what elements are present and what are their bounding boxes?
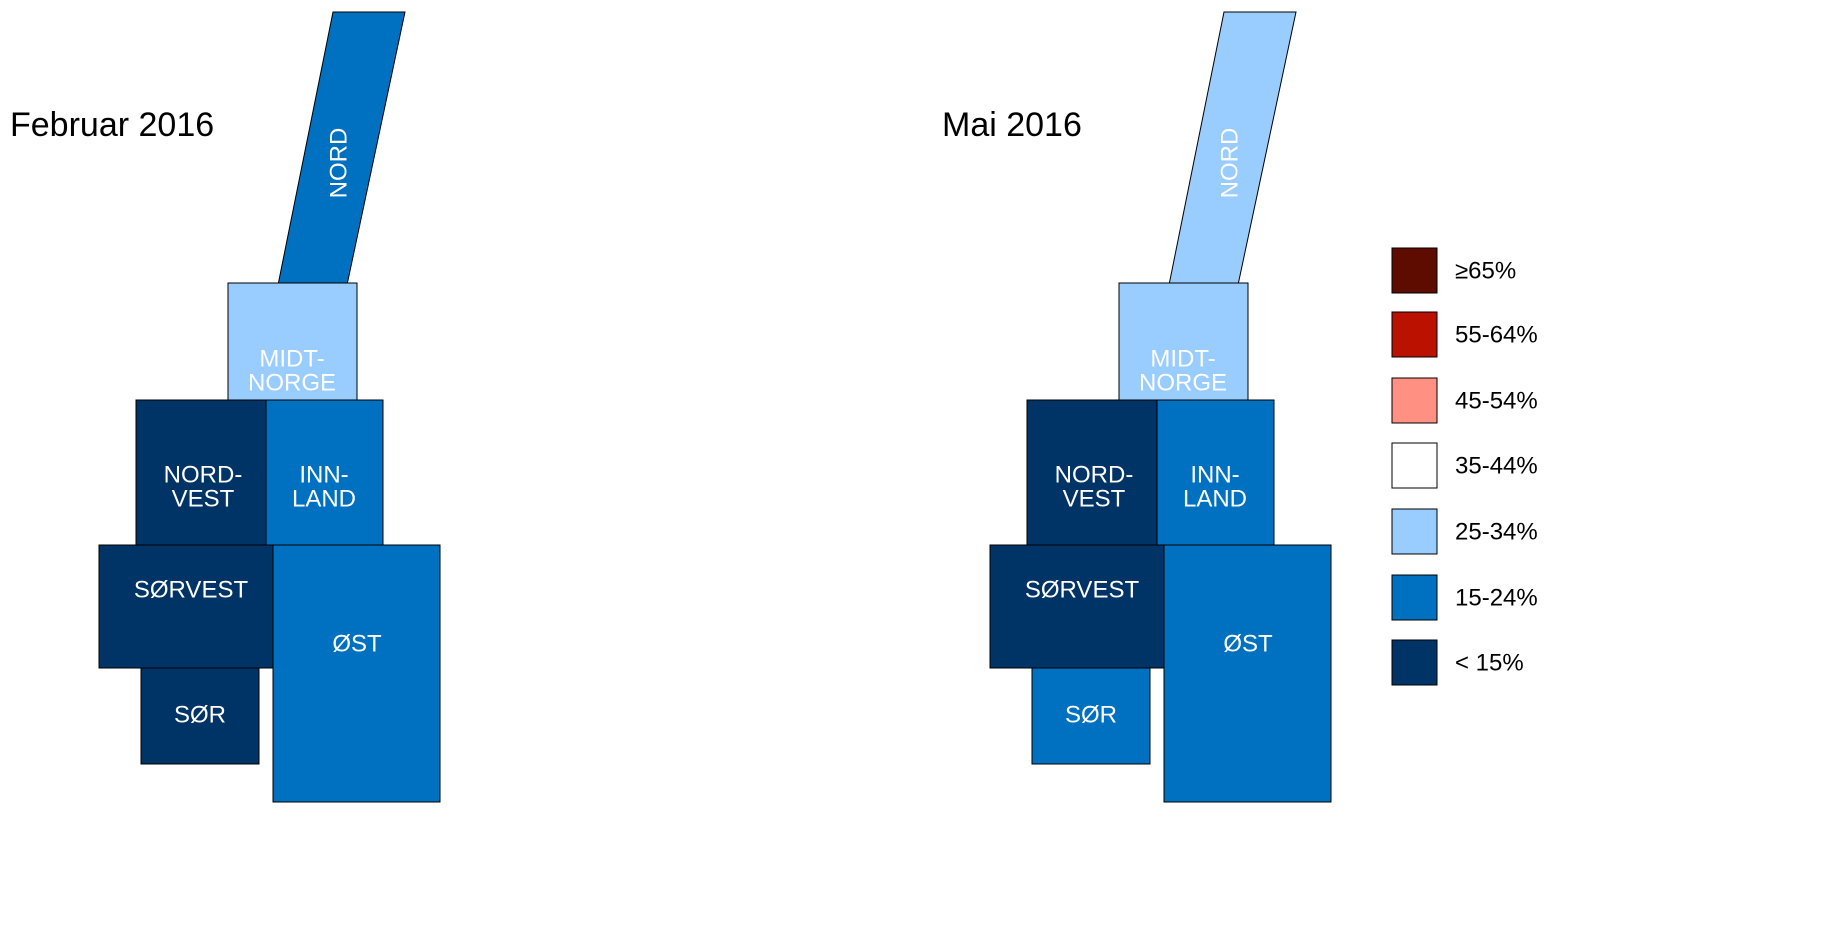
region: ØST <box>272 544 441 803</box>
region-label: NORD <box>1216 128 1243 199</box>
legend-swatch <box>1391 311 1438 358</box>
region-label: ØST <box>332 630 382 657</box>
region-shape <box>1026 399 1161 554</box>
region-label: SØR <box>1065 701 1117 728</box>
region-label: LAND <box>292 485 356 512</box>
legend-label: 25-34% <box>1455 518 1538 545</box>
region-label: NORGE <box>1139 369 1227 396</box>
region-label: LAND <box>1183 485 1247 512</box>
region: NORD <box>277 11 406 286</box>
region-shape <box>265 399 384 554</box>
region-label: MIDT- <box>259 345 324 372</box>
region-label: VEST <box>172 485 235 512</box>
legend-label: 15-24% <box>1455 584 1538 611</box>
region: SØRVEST <box>98 544 281 669</box>
legend-label: 35-44% <box>1455 452 1538 479</box>
region-shape <box>1156 399 1275 554</box>
region: NORD <box>1168 11 1297 286</box>
region: INN-LAND <box>1156 399 1275 554</box>
region: NORD-VEST <box>135 399 270 554</box>
legend-label: < 15% <box>1455 649 1524 676</box>
region-shape <box>272 544 441 803</box>
region-label: NORD- <box>1055 461 1134 488</box>
region: SØR <box>140 667 260 765</box>
legend-swatch <box>1391 639 1438 686</box>
region-label: NORD <box>325 128 352 199</box>
legend-swatch <box>1391 574 1438 621</box>
region: ØST <box>1163 544 1332 803</box>
region-label: SØRVEST <box>1025 576 1140 603</box>
legend-label: ≥65% <box>1455 257 1516 284</box>
region-shape <box>135 399 270 554</box>
region-shape <box>227 282 358 409</box>
region-label: SØR <box>174 701 226 728</box>
region-shape <box>98 544 281 669</box>
region-shape <box>140 667 260 765</box>
region-label: VEST <box>1063 485 1126 512</box>
region-shape <box>989 544 1172 669</box>
legend-swatch <box>1391 377 1438 424</box>
region: SØR <box>1031 667 1151 765</box>
region-label: ØST <box>1223 630 1273 657</box>
region-label: MIDT- <box>1150 345 1215 372</box>
legend-label: 55-64% <box>1455 321 1538 348</box>
legend-swatch <box>1391 247 1438 294</box>
region-label: INN- <box>1190 461 1239 488</box>
region: SØRVEST <box>989 544 1172 669</box>
legend-swatch <box>1391 442 1438 489</box>
region: MIDT-NORGE <box>227 282 358 409</box>
region-label: NORGE <box>248 369 336 396</box>
region-shape <box>1163 544 1332 803</box>
region-shape <box>1031 667 1151 765</box>
region-label: SØRVEST <box>134 576 249 603</box>
region-shape <box>1118 282 1249 409</box>
region: MIDT-NORGE <box>1118 282 1249 409</box>
map-title: Mai 2016 <box>942 106 1082 144</box>
map-title: Februar 2016 <box>10 106 214 144</box>
region: INN-LAND <box>265 399 384 554</box>
region-label: NORD- <box>164 461 243 488</box>
region-label: INN- <box>299 461 348 488</box>
legend-label: 45-54% <box>1455 387 1538 414</box>
legend-swatch <box>1391 508 1438 555</box>
region: NORD-VEST <box>1026 399 1161 554</box>
